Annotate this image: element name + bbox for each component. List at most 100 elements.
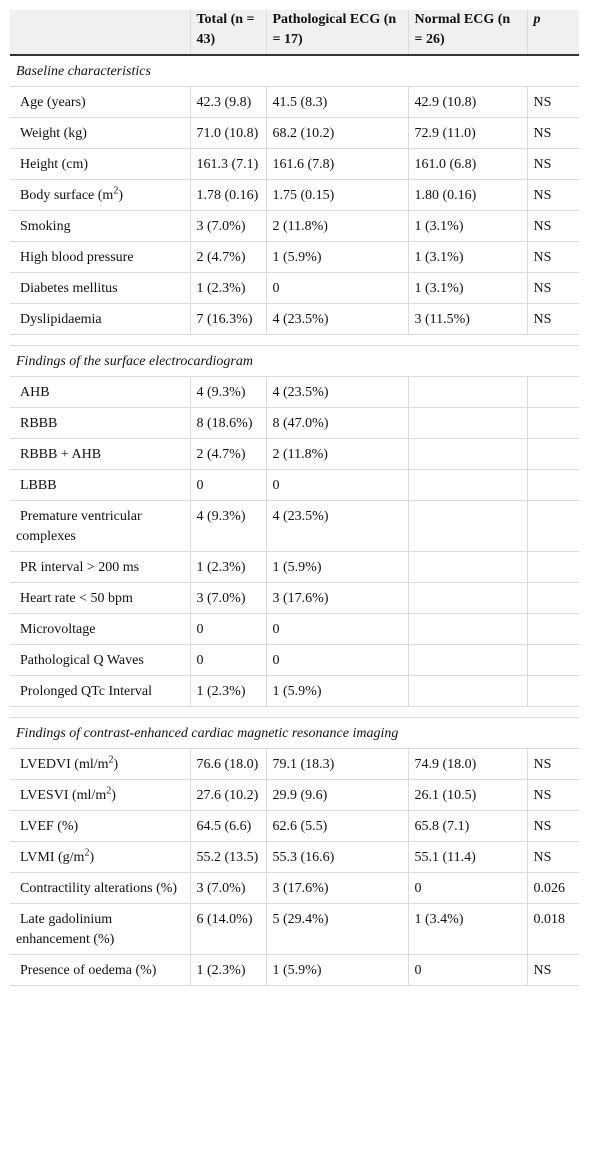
table-cell: 1.80 (0.16) bbox=[407, 179, 527, 211]
table-row: Age (years) 42.3 (9.8) 41.5 (8.3) 42.9 (10.… bbox=[10, 86, 579, 118]
table-cell: NS bbox=[526, 810, 579, 842]
row-label: Prolonged QTc Interval bbox=[10, 675, 190, 707]
table-body: Baseline characteristics Age (years) 42.3 … bbox=[10, 55, 579, 986]
table-cell: 55.2 (13.5) bbox=[189, 841, 266, 873]
header-cell: p bbox=[526, 10, 579, 56]
table-cell: 26.1 (10.5) bbox=[407, 779, 527, 811]
table-cell: 68.2 (10.2) bbox=[265, 117, 408, 149]
table-cell: NS bbox=[526, 117, 579, 149]
table-row: Body surface (m2) 1.78 (0.16) 1.75 (0.15) 1… bbox=[10, 179, 579, 211]
label-superscript: 2 bbox=[108, 754, 114, 766]
label-superscript: 2 bbox=[84, 847, 90, 859]
table-cell: 76.6 (18.0) bbox=[189, 748, 266, 780]
row-label: RBBB bbox=[10, 407, 190, 439]
table-cell: 55.3 (16.6) bbox=[265, 841, 408, 873]
table-cell: 74.9 (18.0) bbox=[407, 748, 527, 780]
label-text: ) bbox=[118, 188, 123, 203]
label-superscript: 2 bbox=[106, 785, 112, 797]
table-cell: NS bbox=[526, 748, 579, 780]
row-label: PR interval > 200 ms bbox=[10, 551, 190, 583]
row-label: AHB bbox=[10, 376, 190, 408]
section-row: Findings of the surface electrocardiogra… bbox=[10, 345, 579, 377]
table-cell: 3 (7.0%) bbox=[189, 872, 266, 904]
row-label: LVEF (%) bbox=[10, 810, 190, 842]
table-cell: 161.6 (7.8) bbox=[265, 148, 408, 180]
empty-cell bbox=[526, 500, 579, 552]
table-cell: NS bbox=[526, 148, 579, 180]
header-cell: Normal ECG (n = 26) bbox=[407, 10, 527, 56]
table-cell: 4 (9.3%) bbox=[189, 376, 266, 408]
table-cell: 62.6 (5.5) bbox=[265, 810, 408, 842]
empty-cell bbox=[526, 644, 579, 676]
table-cell: NS bbox=[526, 841, 579, 873]
row-label: Pathological Q Waves bbox=[10, 644, 190, 676]
empty-cell bbox=[407, 376, 527, 408]
spacer-row bbox=[10, 706, 579, 718]
table-row: Heart rate < 50 bpm 3 (7.0%) 3 (17.6%) bbox=[10, 582, 579, 614]
row-label: Microvoltage bbox=[10, 613, 190, 645]
empty-cell bbox=[407, 407, 527, 439]
row-label: Height (cm) bbox=[10, 148, 190, 180]
row-label: Heart rate < 50 bpm bbox=[10, 582, 190, 614]
table-header: Total (n = 43) Pathological ECG (n = 17)… bbox=[10, 10, 579, 56]
table-cell: NS bbox=[526, 272, 579, 304]
label-text: ) bbox=[89, 850, 95, 865]
table-cell: 0 bbox=[189, 613, 266, 645]
table-cell: 2 (11.8%) bbox=[265, 210, 408, 242]
table-cell: NS bbox=[526, 210, 579, 242]
label-text: LVESVI (ml/m bbox=[20, 788, 107, 803]
table-cell: 2 (11.8%) bbox=[265, 438, 408, 470]
table-cell: 4 (23.5%) bbox=[265, 376, 408, 408]
table-cell: 0.018 bbox=[526, 903, 579, 955]
table-cell: 8 (18.6%) bbox=[189, 407, 266, 439]
row-label: High blood pressure bbox=[10, 241, 190, 273]
table-cell: 1 (3.4%) bbox=[407, 903, 527, 955]
table-cell: 7 (16.3%) bbox=[189, 303, 266, 335]
header-row: Total (n = 43) Pathological ECG (n = 17)… bbox=[10, 10, 579, 56]
table-row: High blood pressure 2 (4.7%) 1 (5.9%) 1 (3.… bbox=[10, 241, 579, 273]
table-row: Presence of oedema (%) 1 (2.3%) 1 (5.9%) 0 N… bbox=[10, 954, 579, 986]
table-row: Pathological Q Waves 0 0 bbox=[10, 644, 579, 676]
table-cell: 5 (29.4%) bbox=[265, 903, 408, 955]
table-cell: 4 (9.3%) bbox=[189, 500, 266, 552]
table-cell: 1 (3.1%) bbox=[407, 241, 527, 273]
table-cell: 6 (14.0%) bbox=[189, 903, 266, 955]
empty-cell bbox=[407, 644, 527, 676]
table-cell: 27.6 (10.2) bbox=[189, 779, 266, 811]
table-cell: 1 (2.3%) bbox=[189, 551, 266, 583]
empty-cell bbox=[407, 500, 527, 552]
table-row: LBBB 0 0 bbox=[10, 469, 579, 501]
empty-cell bbox=[526, 551, 579, 583]
section-title: Baseline characteristics bbox=[10, 55, 579, 87]
table-cell: NS bbox=[526, 303, 579, 335]
table-row: RBBB + AHB 2 (4.7%) 2 (11.8%) bbox=[10, 438, 579, 470]
table-cell: 1 (3.1%) bbox=[407, 210, 527, 242]
table-cell: 0 bbox=[407, 872, 527, 904]
row-label: LVMI (g/m2) bbox=[10, 841, 190, 873]
empty-cell bbox=[407, 438, 527, 470]
table-cell: 2 (4.7%) bbox=[189, 438, 266, 470]
table-row: LVEF (%) 64.5 (6.6) 62.6 (5.5) 65.8 (7.1) NS bbox=[10, 810, 579, 842]
spacer-cell bbox=[10, 334, 579, 346]
table-cell: NS bbox=[526, 179, 579, 211]
table-cell: NS bbox=[526, 779, 579, 811]
table-cell: 3 (17.6%) bbox=[265, 872, 408, 904]
table-cell: 42.3 (9.8) bbox=[189, 86, 266, 118]
table-cell: 1 (5.9%) bbox=[265, 675, 408, 707]
data-table: Total (n = 43) Pathological ECG (n = 17)… bbox=[10, 10, 579, 986]
table-cell: 72.9 (11.0) bbox=[407, 117, 527, 149]
empty-cell bbox=[526, 469, 579, 501]
table-cell: 0.026 bbox=[526, 872, 579, 904]
header-cell: Total (n = 43) bbox=[189, 10, 266, 56]
table-row: PR interval > 200 ms 1 (2.3%) 1 (5.9%) bbox=[10, 551, 579, 583]
table-cell: 55.1 (11.4) bbox=[407, 841, 527, 873]
table-cell: 1 (5.9%) bbox=[265, 241, 408, 273]
header-cell bbox=[10, 10, 190, 56]
table-cell: 0 bbox=[265, 644, 408, 676]
table-row: Late gadolinium enhancement (%) 6 (14.0%)… bbox=[10, 903, 579, 955]
label-text: LVEDVI (ml/m bbox=[20, 757, 109, 772]
table-cell: 42.9 (10.8) bbox=[407, 86, 527, 118]
table-cell: 1.75 (0.15) bbox=[265, 179, 408, 211]
section-title: Findings of the surface electrocardiogra… bbox=[10, 345, 579, 377]
